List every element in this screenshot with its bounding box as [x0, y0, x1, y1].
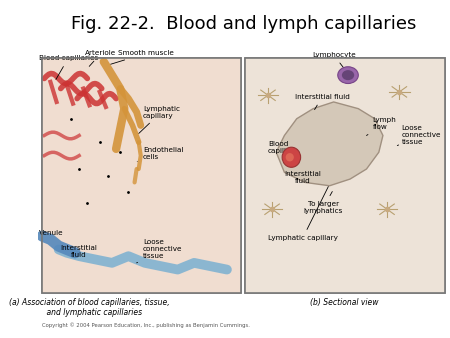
Text: Copyright © 2004 Pearson Education, Inc., publishing as Benjamin Cummings.: Copyright © 2004 Pearson Education, Inc.…	[42, 322, 250, 328]
Text: Lymphocyte: Lymphocyte	[312, 52, 356, 71]
Text: To larger
lymphatics: To larger lymphatics	[304, 192, 343, 214]
Text: Interstitial
fluid: Interstitial fluid	[284, 171, 321, 184]
Text: (b) Sectional view: (b) Sectional view	[310, 298, 378, 307]
Text: Lymphatic capillary: Lymphatic capillary	[268, 187, 338, 241]
Text: Arteriole: Arteriole	[86, 50, 117, 66]
Text: (a) Association of blood capillaries, tissue,
    and lymphatic capillaries: (a) Association of blood capillaries, ti…	[9, 298, 170, 317]
Ellipse shape	[286, 153, 294, 162]
Circle shape	[342, 70, 354, 80]
Polygon shape	[42, 58, 241, 293]
Text: Fig. 22-2.  Blood and lymph capillaries: Fig. 22-2. Blood and lymph capillaries	[71, 15, 416, 33]
Text: Loose
connective
tissue: Loose connective tissue	[397, 125, 441, 146]
FancyBboxPatch shape	[245, 58, 445, 293]
Text: Blood
capillary: Blood capillary	[268, 141, 299, 157]
Text: Lymphatic
capillary: Lymphatic capillary	[139, 105, 180, 134]
Ellipse shape	[282, 147, 301, 167]
Text: Endothelial
cells: Endothelial cells	[137, 147, 183, 162]
Text: Interstitial
fluid: Interstitial fluid	[61, 245, 98, 258]
Text: Lymph
flow: Lymph flow	[366, 117, 396, 136]
Polygon shape	[276, 102, 383, 186]
Text: Smooth muscle: Smooth muscle	[111, 50, 174, 64]
FancyBboxPatch shape	[42, 58, 241, 293]
Text: Interstitial fluid: Interstitial fluid	[295, 94, 350, 110]
Circle shape	[338, 67, 358, 83]
Text: Loose
connective
tissue: Loose connective tissue	[137, 239, 182, 263]
Text: Blood capillaries: Blood capillaries	[39, 55, 98, 79]
Polygon shape	[245, 58, 445, 293]
Text: Venule: Venule	[39, 230, 63, 236]
